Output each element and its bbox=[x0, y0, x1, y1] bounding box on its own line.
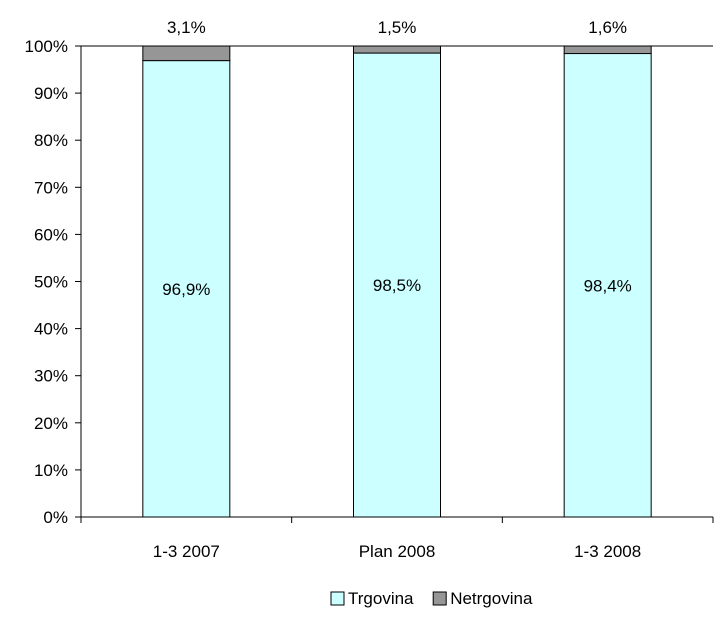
y-tick-label: 70% bbox=[34, 178, 68, 197]
x-category-label: 1-3 2007 bbox=[153, 542, 220, 561]
data-label-trgovina: 98,5% bbox=[373, 276, 421, 295]
bar-segment-trgovina bbox=[563, 53, 652, 518]
y-tick-label: 40% bbox=[34, 320, 68, 339]
y-tick-label: 60% bbox=[34, 225, 68, 244]
bars-group bbox=[142, 45, 652, 518]
data-label-netrgovina: 3,1% bbox=[167, 18, 206, 37]
x-category-label: Plan 2008 bbox=[359, 542, 436, 561]
bar-segment-netrgovina bbox=[353, 45, 441, 54]
y-tick-label: 80% bbox=[34, 131, 68, 150]
data-label-netrgovina: 1,6% bbox=[588, 18, 627, 37]
bar-segment-trgovina bbox=[142, 60, 231, 518]
bar-segment-netrgovina bbox=[142, 45, 231, 62]
y-tick-label: 50% bbox=[34, 273, 68, 292]
legend-swatch-netrgovina bbox=[432, 591, 447, 606]
x-category-label: 1-3 2008 bbox=[574, 542, 641, 561]
legend-label-netrgovina: Netrgovina bbox=[450, 589, 533, 608]
legend: Trgovina Netrgovina bbox=[330, 589, 533, 608]
y-tick-label: 100% bbox=[25, 37, 68, 56]
axes-group: 0% 10% 20% 30% 40% 50% 60% 70% 80% 90% 100% 1-3 200… bbox=[25, 37, 714, 561]
legend-swatch-trgovina bbox=[330, 591, 345, 606]
data-label-netrgovina: 1,5% bbox=[378, 18, 417, 37]
y-tick-label: 90% bbox=[34, 84, 68, 103]
data-label-trgovina: 98,4% bbox=[584, 276, 632, 295]
y-tick-label: 30% bbox=[34, 367, 68, 386]
y-tick-label: 0% bbox=[43, 508, 68, 527]
bar-segment-netrgovina bbox=[563, 45, 652, 55]
y-tick-label: 20% bbox=[34, 414, 68, 433]
y-tick-label: 10% bbox=[34, 461, 68, 480]
data-label-trgovina: 96,9% bbox=[162, 280, 210, 299]
legend-label-trgovina: Trgovina bbox=[348, 589, 414, 608]
labels-group: 96,9% 3,1% 98,5% 1,5% 98,4% 1,6% bbox=[162, 18, 632, 299]
bar-segment-trgovina bbox=[353, 52, 441, 518]
